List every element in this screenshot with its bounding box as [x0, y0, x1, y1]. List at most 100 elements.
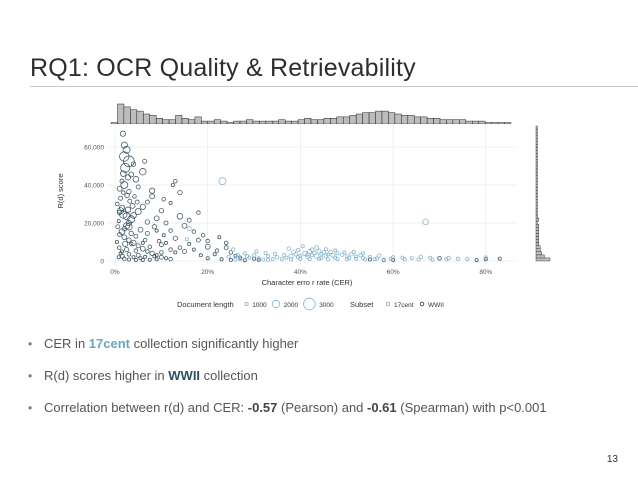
data-point	[309, 247, 315, 252]
y-histogram-bar	[535, 214, 538, 219]
data-point	[284, 255, 289, 260]
y-histogram-bar	[535, 220, 538, 225]
data-point	[154, 228, 159, 233]
y-histogram-bar	[535, 199, 538, 203]
plot-panel	[107, 124, 517, 265]
legend-color-swatch	[385, 301, 391, 307]
data-point	[279, 257, 284, 262]
data-point	[288, 253, 294, 259]
data-point	[214, 248, 220, 253]
y-histogram-bar	[535, 242, 539, 246]
x-histogram-bar	[168, 119, 176, 125]
data-point	[181, 222, 188, 229]
y-histogram-bar	[535, 135, 538, 139]
data-point	[314, 245, 320, 251]
data-point	[137, 226, 144, 233]
data-point	[124, 174, 132, 181]
data-point	[139, 168, 147, 176]
data-point	[465, 257, 470, 262]
grid-lines	[107, 124, 517, 265]
x-histogram-bar	[188, 119, 196, 125]
x-histogram-bar	[336, 116, 344, 125]
x-histogram-bar	[117, 103, 125, 125]
data-point	[118, 195, 124, 201]
x-histogram-bar	[504, 122, 512, 125]
data-point	[161, 233, 166, 238]
data-point	[144, 219, 151, 225]
y-tick-label: 60,000	[84, 145, 104, 152]
x-histogram-bar	[233, 120, 241, 125]
data-point	[153, 215, 160, 222]
y-histogram-bar	[535, 190, 538, 194]
page-number: 13	[606, 454, 618, 465]
data-point	[333, 248, 338, 253]
y-histogram-bar	[535, 187, 538, 191]
y-histogram-bar	[535, 223, 539, 228]
bullet-dot: •	[28, 401, 33, 415]
data-point	[129, 203, 136, 209]
y-histogram-bar	[535, 168, 538, 173]
y-histogram-bar	[535, 174, 538, 179]
data-point	[347, 256, 352, 261]
y-histogram-bar	[535, 211, 538, 216]
data-point	[154, 257, 159, 262]
data-point	[256, 257, 261, 262]
x-histogram-bar	[259, 120, 267, 125]
x-histogram-bar	[155, 118, 163, 125]
x-histogram-bar	[349, 115, 357, 125]
x-histogram-bar	[323, 118, 331, 125]
data-point	[455, 256, 460, 261]
data-point	[219, 257, 224, 262]
data-point	[135, 184, 141, 190]
x-histogram-bar	[439, 119, 447, 125]
data-point	[483, 257, 488, 262]
data-point	[367, 257, 372, 262]
data-point	[140, 240, 145, 245]
bullet-text: Correlation between r(d) and CER:	[44, 400, 248, 415]
data-point	[339, 252, 345, 257]
data-point	[131, 255, 136, 260]
data-point	[119, 151, 130, 162]
bullet-list: • CER in 17cent collection significantly …	[28, 336, 547, 432]
data-point	[177, 189, 183, 196]
data-point	[144, 199, 150, 205]
data-point	[130, 161, 137, 167]
data-point	[344, 257, 349, 262]
data-point	[172, 235, 178, 241]
data-point	[233, 257, 238, 262]
data-point	[360, 255, 365, 260]
data-point	[124, 206, 132, 213]
x-histogram-bar	[394, 113, 402, 125]
data-point	[147, 257, 152, 262]
data-point	[184, 237, 189, 242]
data-point	[152, 254, 157, 259]
x-histogram-bar	[246, 119, 254, 125]
data-point	[186, 226, 192, 232]
x-histogram-bar	[194, 116, 202, 125]
data-point	[323, 247, 328, 252]
data-point	[212, 252, 217, 257]
data-point	[316, 256, 321, 261]
y-histogram-bar	[535, 153, 538, 157]
x-histogram-bar	[181, 118, 189, 125]
data-point	[168, 256, 173, 262]
data-point	[149, 250, 155, 257]
data-point	[302, 250, 308, 257]
legend: Document length 1000 2000 3000 Subset 17ce…	[177, 297, 444, 311]
data-point	[326, 257, 331, 262]
x-histogram-bar	[381, 110, 389, 125]
data-point	[142, 158, 148, 164]
x-histogram-bar	[317, 119, 325, 125]
data-point	[265, 257, 270, 262]
x-histogram-bar	[420, 116, 428, 125]
data-point	[228, 250, 234, 255]
data-point	[132, 194, 137, 199]
data-point	[161, 197, 166, 202]
data-point	[142, 237, 148, 243]
x-histogram-bar	[265, 120, 273, 125]
y-histogram-bar	[535, 131, 538, 136]
x-histogram-bar	[162, 119, 170, 125]
data-point	[120, 181, 129, 189]
legend-size-entries: 1000 2000 3000	[244, 297, 334, 311]
bullet-dot: •	[28, 369, 33, 383]
